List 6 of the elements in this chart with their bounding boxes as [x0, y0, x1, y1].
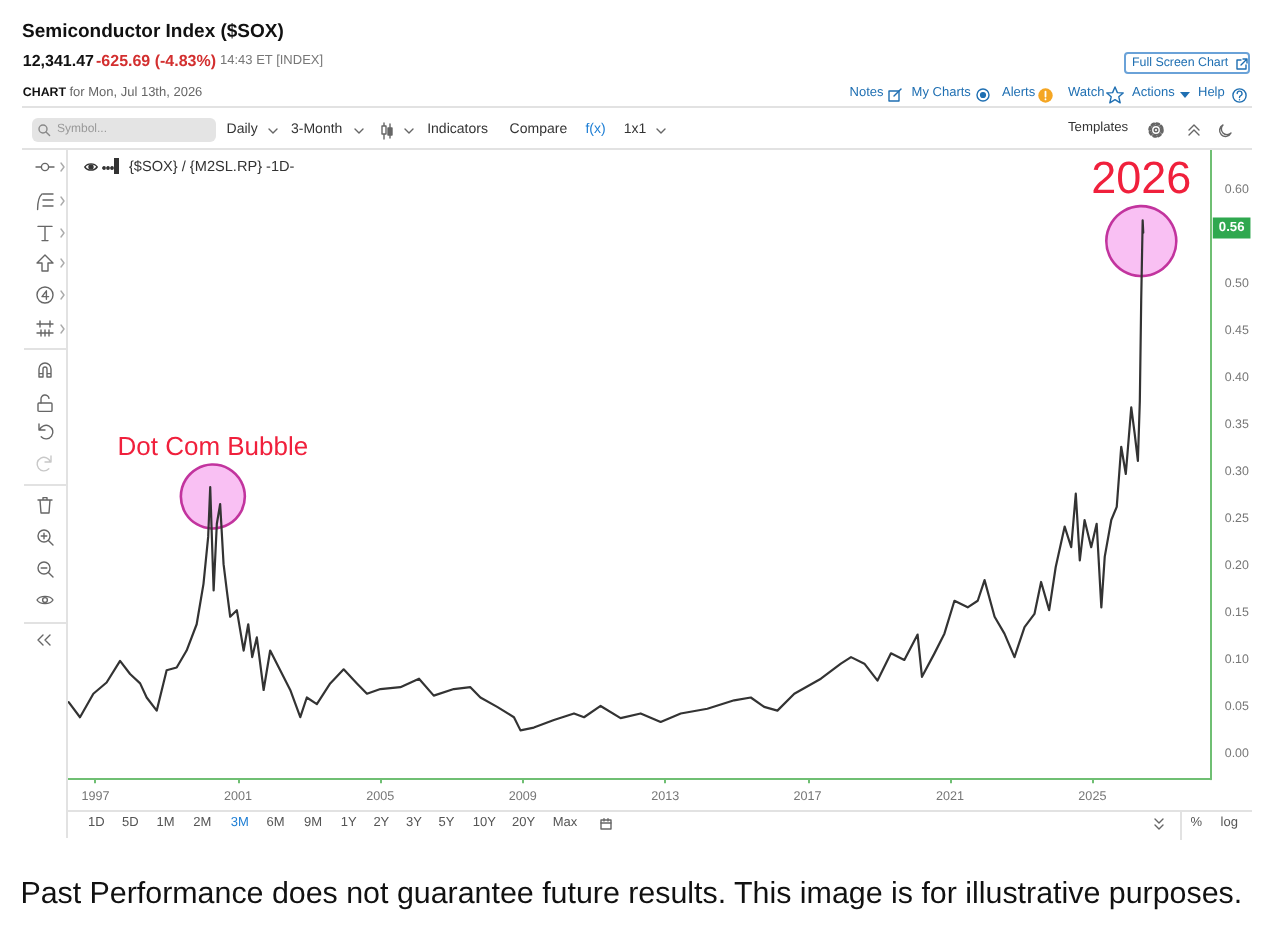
chart-title: Semiconductor Index ($SOX)	[22, 21, 284, 43]
annotation: 2026	[1091, 152, 1192, 203]
text: -625.69 (-4.83%)	[96, 52, 217, 71]
annotation: Dot Com Bubble	[117, 431, 309, 462]
text: 12,341.47	[22, 52, 94, 71]
text: Past Performance does not guarantee future results. This image is for illustrative purposes.	[20, 875, 1243, 910]
